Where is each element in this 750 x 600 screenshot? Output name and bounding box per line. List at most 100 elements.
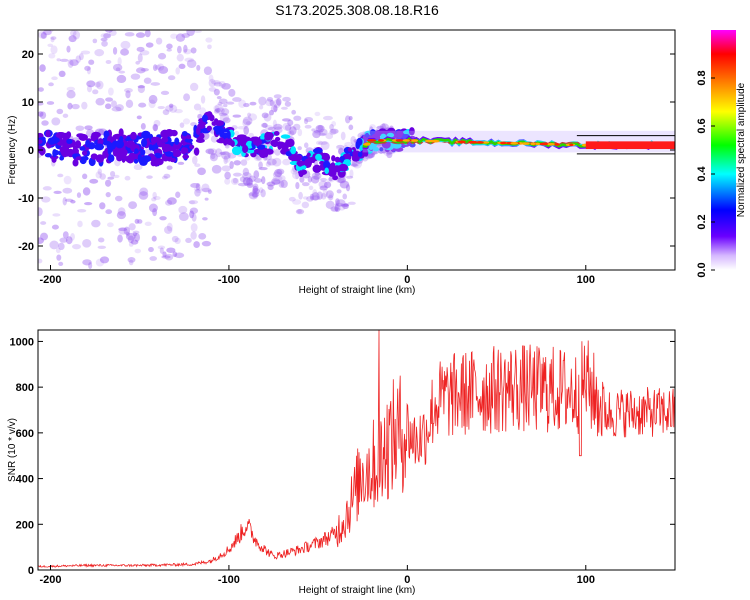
noise-blob (128, 223, 136, 231)
noise-blob (155, 37, 163, 45)
colorbar-tick-label: 0.2 (696, 214, 708, 229)
noise-blob (262, 122, 268, 128)
noise-blob (135, 67, 146, 74)
noise-blob (63, 175, 72, 185)
noise-blob (148, 246, 154, 253)
noise-blob (110, 170, 116, 177)
noise-blob (327, 195, 334, 201)
signal-blob (315, 153, 322, 161)
signal-blob (260, 147, 269, 156)
noise-blob (116, 74, 127, 84)
noise-blob (271, 178, 281, 185)
noise-blob (76, 192, 82, 198)
noise-blob (331, 121, 337, 127)
noise-blob (345, 184, 351, 192)
signal-blob (141, 155, 152, 163)
y-tick-label: -10 (18, 193, 34, 205)
noise-blob (175, 191, 181, 199)
signal-blob (150, 136, 158, 144)
noise-blob (125, 231, 130, 237)
noise-blob (313, 161, 319, 166)
signal-blob (215, 126, 220, 136)
noise-blob (307, 176, 313, 183)
signal-blob (170, 129, 178, 137)
noise-blob (329, 123, 334, 131)
noise-blob (107, 176, 115, 180)
noise-blob (340, 131, 346, 141)
noise-blob (242, 116, 253, 126)
noise-blob (335, 144, 345, 150)
noise-blob (66, 86, 76, 92)
noise-blob (177, 161, 185, 165)
noise-blob (210, 135, 218, 143)
noise-blob (336, 144, 344, 149)
noise-blob (160, 90, 170, 96)
noise-blob (336, 178, 346, 183)
noise-blob (88, 59, 95, 65)
noise-blob (111, 100, 117, 108)
signal-blob (72, 159, 79, 167)
signal-blob (231, 146, 242, 156)
signal-blob (183, 147, 189, 154)
noise-blob (182, 48, 192, 55)
noise-blob (190, 231, 197, 240)
noise-blob (75, 125, 85, 131)
noise-blob (205, 148, 215, 154)
noise-blob (349, 169, 354, 178)
noise-blob (243, 126, 250, 135)
noise-blob (291, 109, 297, 115)
band-peak (524, 142, 530, 145)
noise-blob (199, 107, 207, 116)
signal-blob (152, 144, 159, 150)
noise-blob (258, 96, 267, 106)
noise-blob (325, 132, 334, 140)
noise-blob (100, 33, 111, 39)
noise-blob (124, 175, 131, 181)
noise-blob (204, 197, 209, 201)
noise-blob (336, 189, 342, 194)
noise-blob (130, 239, 139, 245)
noise-blob (261, 176, 266, 185)
noise-blob (143, 77, 152, 84)
signal-blob (285, 151, 293, 157)
band-peak (538, 142, 549, 146)
noise-blob (185, 237, 192, 243)
noise-blob (153, 195, 161, 201)
noise-blob (167, 75, 176, 81)
noise-blob (208, 74, 214, 82)
noise-blob (254, 178, 263, 183)
noise-blob (184, 57, 195, 63)
noise-blob (228, 88, 236, 97)
signal-blob (357, 151, 363, 158)
noise-blob (243, 177, 251, 186)
noise-blob (275, 98, 282, 106)
noise-blob (112, 47, 118, 55)
signal-blob (116, 155, 123, 162)
noise-blob (68, 35, 77, 43)
noise-blob (301, 201, 310, 209)
noise-blob (115, 104, 124, 112)
noise-blob (95, 258, 105, 267)
noise-blob (130, 73, 141, 80)
signal-blob (81, 150, 88, 156)
noise-blob (245, 121, 252, 125)
noise-blob (158, 66, 169, 74)
noise-blob (40, 232, 49, 241)
noise-blob (310, 195, 321, 201)
noise-blob (313, 174, 320, 180)
noise-blob (41, 196, 51, 203)
noise-blob (247, 112, 252, 118)
noise-blob (272, 171, 282, 178)
noise-blob (193, 187, 203, 192)
signal-blob (95, 154, 105, 163)
noise-blob (103, 33, 112, 39)
noise-blob (239, 176, 246, 183)
signal-blob (339, 156, 345, 161)
signal-blob (94, 143, 105, 151)
signal-blob (134, 148, 139, 154)
noise-blob (218, 112, 228, 117)
noise-blob (201, 187, 212, 193)
noise-blob (135, 60, 140, 65)
noise-blob (124, 32, 135, 37)
